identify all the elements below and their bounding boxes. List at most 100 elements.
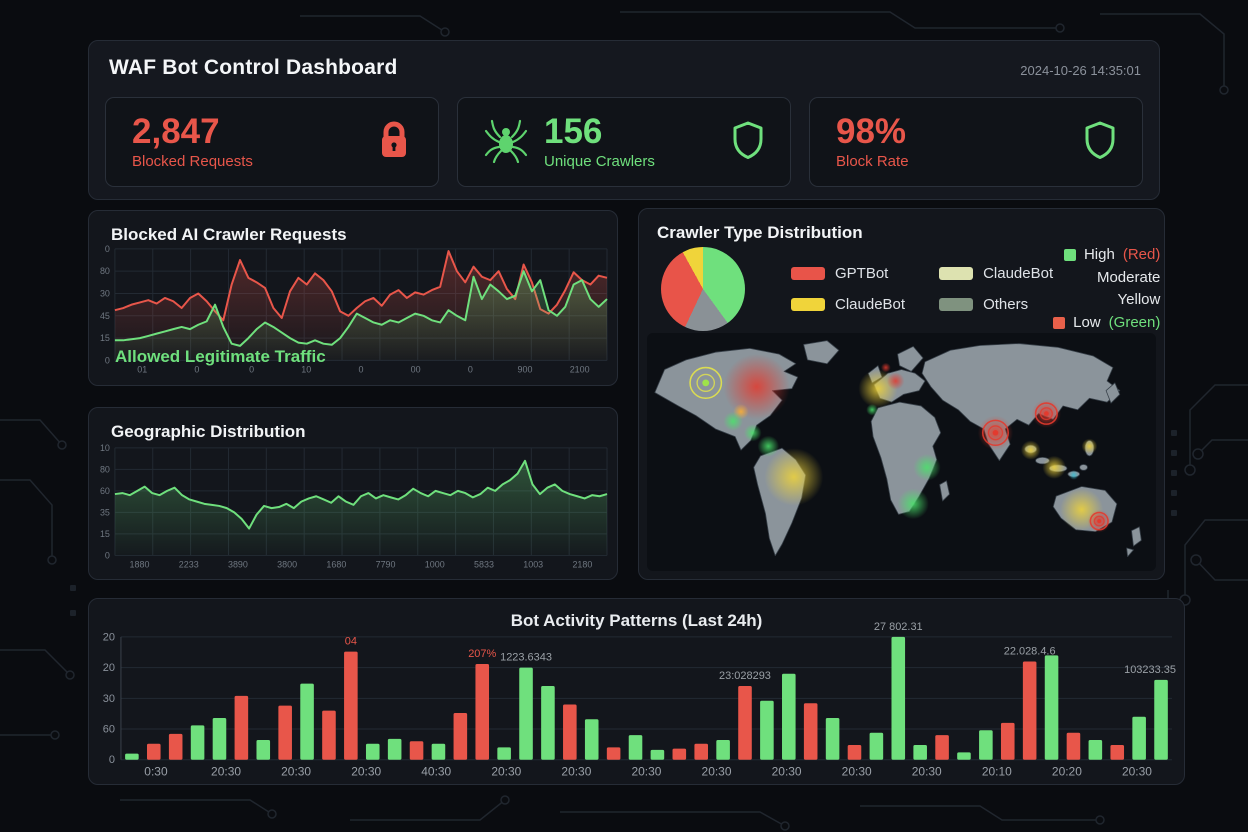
svg-text:20:30: 20:30 <box>772 765 802 779</box>
others-swatch <box>939 298 974 311</box>
svg-text:3800: 3800 <box>277 559 297 569</box>
svg-text:5833: 5833 <box>474 559 494 569</box>
svg-text:2180: 2180 <box>572 559 592 569</box>
geographic-chart-panel: Geographic Distribution 10 80 60 35 15 0 1880 2… <box>88 407 618 580</box>
allowed-traffic-label: Allowed Legitimate Traffic <box>115 347 326 366</box>
svg-text:0: 0 <box>109 754 115 766</box>
svg-text:0: 0 <box>249 364 254 374</box>
threat-high-label: High <box>1083 246 1115 263</box>
svg-text:80: 80 <box>100 464 110 474</box>
threat-low-paren: (Green) <box>1108 313 1161 331</box>
high-swatch <box>1063 249 1076 262</box>
stat-card-block-rate: 98% Block Rate <box>809 97 1143 187</box>
legend-label: ClaudeBot <box>835 296 906 313</box>
svg-text:20: 20 <box>103 662 115 674</box>
crawler-legend: GPTBot ClaudeBot ClaudeBot Others <box>791 265 1053 313</box>
svg-text:20:10: 20:10 <box>982 765 1012 779</box>
geographic-line-chart[interactable]: 10 80 60 35 15 0 1880 2233 3890 3800 1680 7790 1000 5… <box>89 408 617 580</box>
svg-text:2233: 2233 <box>179 559 199 569</box>
svg-text:20: 20 <box>103 631 115 643</box>
blocked-requests-value: 2,847 <box>132 112 220 152</box>
bot-activity-panel: Bot Activity Patterns (Last 24h) 20 20 30 6… <box>88 598 1185 785</box>
svg-text:3890: 3890 <box>228 559 248 569</box>
svg-text:7790: 7790 <box>376 559 396 569</box>
bot-activity-bar-chart[interactable]: 20 20 30 60 0 0:30 20:30 20:30 20:30 40:30 20:30 20… <box>89 599 1184 786</box>
svg-text:10: 10 <box>301 364 311 374</box>
blocked-requests-label: Blocked Requests <box>132 152 253 170</box>
svg-text:20:30: 20:30 <box>281 765 311 779</box>
svg-text:00: 00 <box>411 364 421 374</box>
blocked-requests-chart-panel: Blocked AI Crawler Requests 0 80 30 45 15 0 01… <box>88 210 618 386</box>
low-swatch <box>1053 316 1066 329</box>
threat-high-row: High (Red) <box>1053 244 1160 267</box>
threat-moderate-label: Moderate Yellow <box>1096 268 1161 309</box>
svg-text:80: 80 <box>100 266 110 276</box>
svg-text:60: 60 <box>100 486 110 496</box>
svg-text:04: 04 <box>345 636 357 648</box>
svg-text:01: 01 <box>137 364 147 374</box>
svg-text:0: 0 <box>105 355 110 365</box>
legend-item-others: Others <box>939 296 1053 313</box>
svg-text:22.028.4.6: 22.028.4.6 <box>1004 645 1056 657</box>
svg-text:20:30: 20:30 <box>1122 765 1152 779</box>
stat-card-blocked-requests: 2,847 Blocked Requests <box>105 97 439 187</box>
claudebot-yellow-swatch <box>791 298 825 311</box>
svg-text:900: 900 <box>518 364 533 374</box>
legend-label: ClaudeBot <box>983 265 1054 282</box>
gptbot-swatch <box>791 267 825 280</box>
svg-text:30: 30 <box>103 693 115 705</box>
svg-text:45: 45 <box>100 311 110 321</box>
timestamp: 2024-10-26 14:35:01 <box>1020 63 1141 78</box>
svg-text:20:30: 20:30 <box>842 765 872 779</box>
unique-crawlers-label: Unique Crawlers <box>544 152 655 170</box>
svg-text:27 802.31: 27 802.31 <box>874 621 923 633</box>
svg-text:15: 15 <box>100 333 110 343</box>
threat-high-paren: (Red) <box>1122 246 1161 263</box>
svg-text:1000: 1000 <box>425 559 445 569</box>
header-panel: WAF Bot Control Dashboard 2024-10-26 14:… <box>88 40 1160 200</box>
crawler-type-pie-chart[interactable] <box>661 247 745 331</box>
block-rate-label: Block Rate <box>836 152 909 170</box>
svg-text:0: 0 <box>194 364 199 374</box>
svg-text:0: 0 <box>468 364 473 374</box>
svg-text:1003: 1003 <box>523 559 543 569</box>
svg-text:10: 10 <box>100 443 110 453</box>
crawler-distribution-row: GPTBot ClaudeBot ClaudeBot Others High (… <box>657 246 1160 331</box>
svg-text:0: 0 <box>358 364 363 374</box>
svg-text:20:30: 20:30 <box>561 765 591 779</box>
svg-text:35: 35 <box>100 507 110 517</box>
svg-text:0: 0 <box>105 244 110 254</box>
svg-text:20:30: 20:30 <box>491 765 521 779</box>
blocked-chart-title: Blocked AI Crawler Requests <box>111 225 347 244</box>
svg-text:40:30: 40:30 <box>421 765 451 779</box>
shield-icon <box>732 121 764 164</box>
legend-item-gptbot: GPTBot <box>791 265 905 282</box>
svg-text:0:30: 0:30 <box>144 765 168 779</box>
legend-label: Others <box>983 296 1029 313</box>
threat-low-label: Low <box>1073 313 1101 331</box>
unique-crawlers-value: 156 <box>544 112 603 152</box>
svg-text:20:20: 20:20 <box>1052 765 1082 779</box>
legend-item-claudebot-pale: ClaudeBot <box>939 265 1053 282</box>
legend-label: GPTBot <box>835 265 889 282</box>
svg-text:103233.35: 103233.35 <box>1124 664 1176 676</box>
world-heatmap[interactable] <box>647 333 1156 571</box>
legend-item-claudebot-yellow: ClaudeBot <box>791 296 905 313</box>
block-rate-value: 98% <box>836 112 907 152</box>
lock-icon <box>376 120 412 165</box>
svg-text:1680: 1680 <box>326 559 346 569</box>
threat-level-legend: High (Red) Moderate Yellow Low (Green) <box>1053 244 1160 334</box>
svg-text:0: 0 <box>105 550 110 560</box>
geographic-chart-title: Geographic Distribution <box>111 422 306 441</box>
claudebot-pale-swatch <box>939 267 974 280</box>
crawler-distribution-panel: Crawler Type Distribution GPTBot ClaudeB… <box>638 208 1165 580</box>
shield-icon <box>1084 121 1116 164</box>
svg-text:23:028293: 23:028293 <box>719 670 771 682</box>
svg-text:20:30: 20:30 <box>702 765 732 779</box>
svg-text:60: 60 <box>103 724 115 736</box>
svg-text:207%: 207% <box>468 648 496 660</box>
threat-moderate-row: Moderate Yellow <box>1053 267 1160 312</box>
threat-low-row: Low (Green) <box>1053 312 1160 335</box>
svg-text:20:30: 20:30 <box>631 765 661 779</box>
